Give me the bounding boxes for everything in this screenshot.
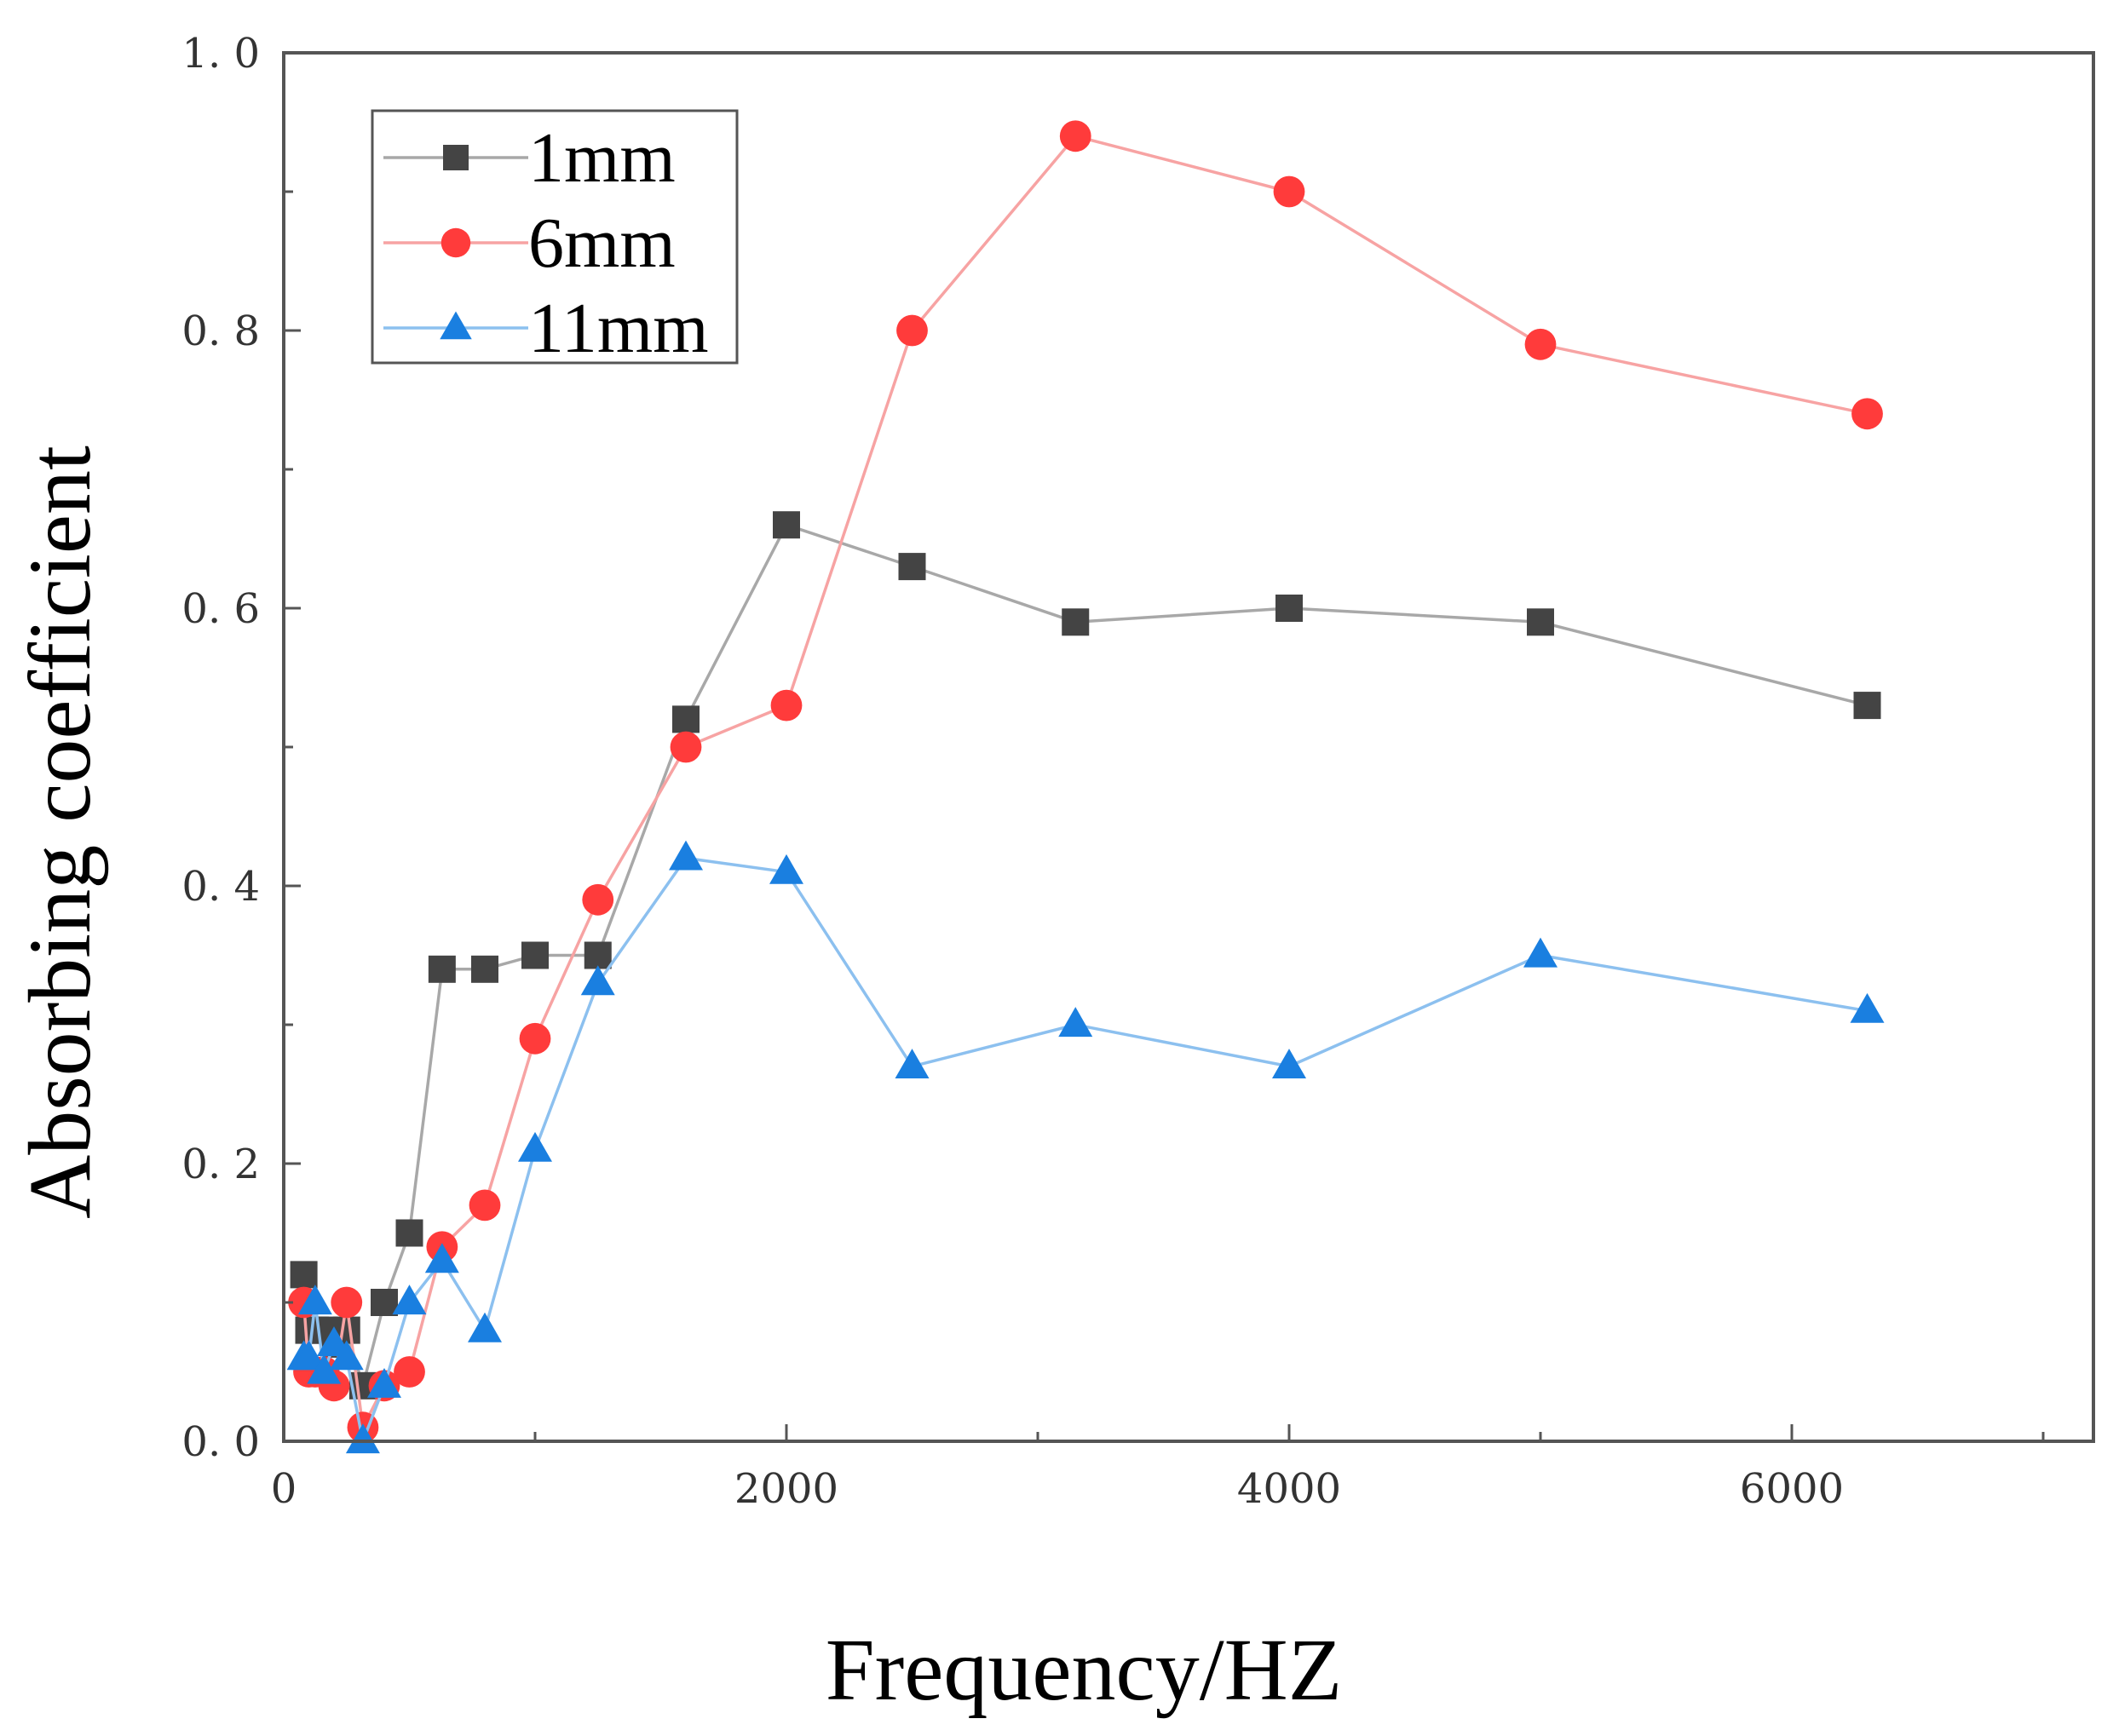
y-tick-label: 0. 8 (181, 308, 260, 355)
x-tick-label: 4000 (1237, 1465, 1341, 1513)
data-point (307, 1354, 342, 1384)
data-point (1851, 398, 1883, 430)
data-point (521, 941, 549, 969)
x-axis-title: Frequency/HZ (826, 1621, 1342, 1719)
x-tick-label: 2000 (734, 1465, 838, 1513)
data-point (582, 883, 614, 916)
legend-label: 1mm (528, 118, 676, 198)
data-point (1059, 120, 1091, 152)
data-point (773, 511, 800, 539)
data-point (1272, 1049, 1306, 1079)
data-point (428, 955, 456, 983)
x-tick-label: 0 (271, 1465, 297, 1513)
data-point (1527, 608, 1554, 636)
series-1mm (290, 511, 1881, 1400)
y-tick-label: 1. 0 (181, 30, 260, 78)
data-point (1275, 595, 1303, 622)
y-axis-title: Absorbing coefficient (11, 445, 109, 1219)
series-11mm (286, 840, 1885, 1454)
data-point (670, 731, 702, 763)
y-tick-label: 0. 0 (181, 1418, 260, 1466)
data-point (291, 1340, 326, 1371)
data-point (468, 1312, 502, 1342)
data-point (394, 1356, 425, 1388)
data-point (895, 1049, 930, 1079)
axes-layer: 0 2000 4000 6000 0. 0 0. 2 0. 4 0. 6 0. 8 1. 0 (181, 30, 2045, 1513)
data-point (392, 1285, 427, 1315)
y-tick-label: 0. 4 (181, 863, 260, 911)
data-point (395, 1219, 423, 1247)
y-tick-label: 0. 2 (181, 1141, 260, 1188)
data-point (518, 1131, 552, 1162)
data-point (371, 1289, 398, 1316)
data-point (769, 854, 803, 884)
y-tick-label: 0. 6 (181, 585, 260, 633)
data-point (1853, 692, 1881, 720)
data-point (297, 1285, 332, 1315)
legend-marker (443, 145, 469, 170)
data-point (1058, 1007, 1093, 1038)
data-point (1273, 175, 1305, 208)
data-point (1524, 328, 1557, 360)
data-point (896, 314, 928, 347)
legend-box (371, 109, 739, 365)
data-point (331, 1286, 363, 1319)
legend-marker (440, 311, 472, 340)
data-point (424, 1243, 459, 1273)
data-point (519, 1022, 551, 1055)
data-point (584, 941, 612, 969)
series-layer (286, 120, 1885, 1454)
data-point (471, 955, 498, 983)
data-point (669, 840, 703, 871)
data-point (672, 705, 700, 733)
data-point (1062, 608, 1090, 636)
data-point (469, 1189, 501, 1222)
data-point (367, 1367, 401, 1398)
data-point (580, 965, 615, 996)
x-tick-label: 6000 (1740, 1465, 1844, 1513)
data-point (329, 1340, 364, 1371)
data-point (898, 553, 926, 581)
legend-label: 6mm (528, 204, 676, 283)
data-point (1523, 937, 1558, 968)
legend-marker (440, 227, 471, 258)
data-point (290, 1261, 318, 1289)
data-point (1850, 992, 1885, 1023)
data-point (770, 689, 803, 721)
data-point (345, 1423, 380, 1454)
legend-label: 11mm (528, 289, 709, 368)
